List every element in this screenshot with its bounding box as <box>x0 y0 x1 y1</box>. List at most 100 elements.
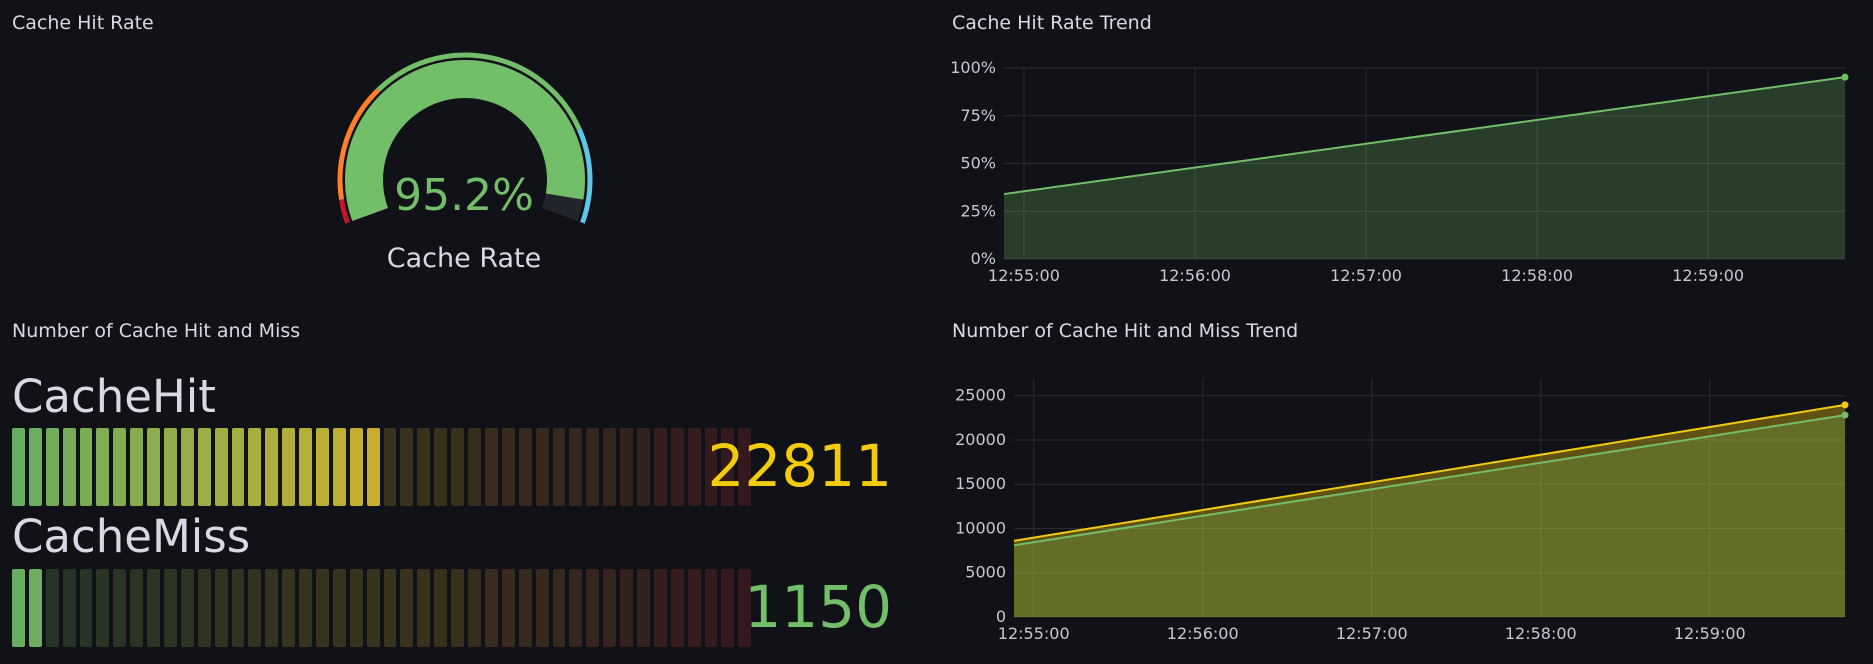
bar-gauge-cell <box>569 428 583 506</box>
y-tick-label: 15000 <box>955 474 1006 493</box>
bar-gauge-cell <box>45 428 59 506</box>
bar-gauge-cell <box>265 569 279 647</box>
bar-gauge-cell <box>552 428 566 506</box>
bar-gauge-cell <box>147 428 161 506</box>
bar-gauge-cell <box>349 428 363 506</box>
bar-gauge-cell <box>586 569 600 647</box>
bar-gauge-cell <box>451 428 465 506</box>
gauge <box>337 52 593 224</box>
cache-hit-rate-trend-panel: Cache Hit Rate Trend 0% 25% 50% 75% 100% 12:5… <box>940 0 1873 308</box>
bar-gauge-cell <box>12 428 25 506</box>
series-point-1[interactable] <box>1841 411 1849 419</box>
x-tick-label: 12:59:00 <box>1674 624 1746 643</box>
bar-gauge-cell <box>265 428 279 506</box>
x-tick-label: 12:55:00 <box>998 624 1070 643</box>
bar-gauge-cell <box>383 428 397 506</box>
bar-gauge-cell <box>434 569 448 647</box>
bar-gauge-cell <box>704 569 718 647</box>
bar-gauge-cell <box>603 428 617 506</box>
bar-gauge-cell <box>518 428 532 506</box>
bar-gauge-cell <box>180 569 194 647</box>
cache-hit-miss-trend-panel: Number of Cache Hit and Miss Trend 0 5000… <box>940 308 1873 664</box>
series-area-1 <box>1014 415 1845 617</box>
bar-gauge-cell <box>214 428 228 506</box>
bar-gauge-cell <box>535 428 549 506</box>
bar-gauge-name-cachemiss: CacheMiss <box>12 510 251 563</box>
bar-gauge-cell <box>332 428 346 506</box>
bar-gauge-cell <box>383 569 397 647</box>
bar-gauge-cell <box>45 569 59 647</box>
bar-gauge-cell <box>332 569 346 647</box>
x-tick-label: 12:59:00 <box>1672 266 1744 285</box>
bar-gauge-cell <box>113 569 127 647</box>
x-tick-label: 12:56:00 <box>1167 624 1239 643</box>
bar-gauge-value-cachemiss: 1150 <box>744 573 892 641</box>
bar-gauge-cell <box>451 569 465 647</box>
gauge-threshold-2 <box>376 52 582 131</box>
bar-gauge-cell <box>569 569 583 647</box>
hit-rate-trend-chart[interactable]: 0% 25% 50% 75% 100% 12:55:00 12:56:00 12:57:00 1… <box>940 0 1873 308</box>
bar-gauge-name-cachehit: CacheHit <box>12 370 216 423</box>
bar-gauge-cell <box>417 569 431 647</box>
x-tick-label: 12:56:00 <box>1159 266 1231 285</box>
y-tick-label: 50% <box>960 154 996 173</box>
panel-title[interactable]: Cache Hit Rate Trend <box>952 12 1152 34</box>
bar-gauge-cell <box>231 428 245 506</box>
bar-gauge-cell <box>349 569 363 647</box>
panel-title[interactable]: Number of Cache Hit and Miss Trend <box>952 320 1299 342</box>
bar-gauge-cell <box>299 428 313 506</box>
series-line-1[interactable] <box>1013 414 1846 547</box>
series-line-0[interactable] <box>1003 76 1846 196</box>
bar-gauge-cell <box>484 428 498 506</box>
cache-hit-rate-panel: Cache Hit Rate 95.2% Cache Rate <box>0 0 928 308</box>
y-tick-label: 10000 <box>955 518 1006 537</box>
gauge-value: 95.2% <box>394 170 534 221</box>
bar-gauge-cell <box>79 569 93 647</box>
bar-gauge-cell <box>28 428 42 506</box>
y-tick-label: 100% <box>950 58 996 77</box>
series-point-0[interactable] <box>1841 73 1849 81</box>
bar-gauge-cell <box>28 569 42 647</box>
bar-gauge-cell <box>366 428 380 506</box>
bar-gauge-cell <box>248 428 262 506</box>
series-line-0[interactable] <box>1013 403 1846 542</box>
bar-gauge-value-cachehit: 22811 <box>707 432 892 500</box>
panel-title[interactable]: Cache Hit Rate <box>12 12 154 34</box>
y-tick-label: 20000 <box>955 430 1006 449</box>
bar-gauge-cell <box>620 428 633 506</box>
gauge-threshold-1 <box>337 88 380 200</box>
bar-gauge-cell <box>721 428 735 506</box>
bar-gauge-cell <box>316 428 329 506</box>
bar-gauge-cell <box>670 428 684 506</box>
x-tick-label: 12:55:00 <box>988 266 1060 285</box>
bar-gauge-cell <box>12 569 25 647</box>
panel-title[interactable]: Number of Cache Hit and Miss <box>12 320 301 342</box>
bar-gauge-cell <box>316 569 329 647</box>
bar-gauge-cell <box>704 428 718 506</box>
bar-gauge-cell <box>586 428 600 506</box>
bar-gauge-cell <box>687 569 701 647</box>
bar-gauge-cell <box>147 569 161 647</box>
bar-gauge-cell <box>670 569 684 647</box>
bar-gauge-cell <box>214 569 228 647</box>
bar-gauge-cell <box>113 428 127 506</box>
bar-gauge-cachemiss <box>12 569 752 647</box>
x-tick-label: 12:57:00 <box>1330 266 1402 285</box>
bar-gauge-cell <box>96 428 110 506</box>
bar-gauge-cell <box>518 569 532 647</box>
gauge-value-arc <box>345 60 585 222</box>
bar-gauge-cell <box>721 569 735 647</box>
bar-gauge-cell <box>164 428 177 506</box>
bar-gauge-cell <box>552 569 566 647</box>
series-point-0[interactable] <box>1841 401 1849 409</box>
bar-gauge-cell <box>484 569 498 647</box>
bar-gauge-cell <box>282 569 296 647</box>
hit-miss-trend-chart[interactable]: 0 5000 10000 15000 20000 25000 12:55:00 12:56:0… <box>940 308 1873 664</box>
bar-gauge-cell <box>62 569 76 647</box>
x-tick-label: 12:58:00 <box>1501 266 1573 285</box>
bar-gauge-cell <box>400 428 414 506</box>
x-tick-label: 12:58:00 <box>1505 624 1577 643</box>
cache-hit-miss-panel: Number of Cache Hit and Miss CacheHit 22… <box>0 308 928 664</box>
gauge-threshold-3 <box>576 128 593 224</box>
y-tick-label: 25% <box>960 201 996 220</box>
